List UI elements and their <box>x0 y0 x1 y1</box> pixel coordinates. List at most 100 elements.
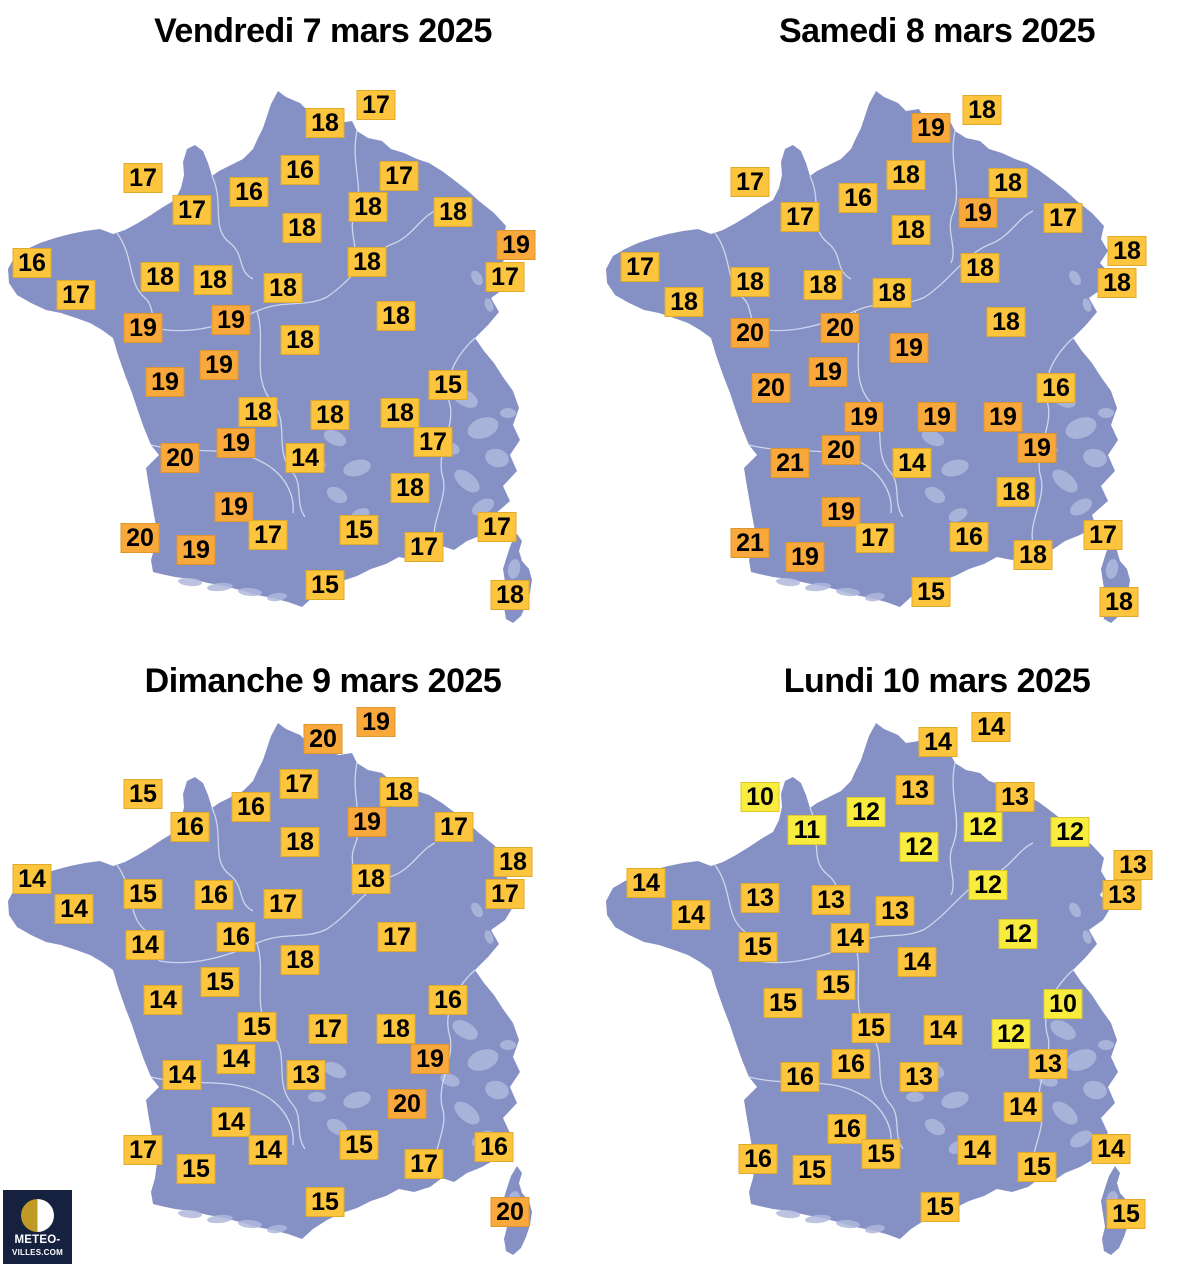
temp-badge: 18 <box>872 278 912 308</box>
temp-badge: 17 <box>485 262 525 292</box>
temp-badge: 16 <box>780 1062 820 1092</box>
temp-badge: 18 <box>380 398 420 428</box>
temp-badge: 19 <box>889 333 929 363</box>
temp-badge: 16 <box>170 812 210 842</box>
temp-badge: 14 <box>897 947 937 977</box>
temp-badge: 14 <box>957 1135 997 1165</box>
temp-badge: 16 <box>12 248 52 278</box>
temp-badge: 13 <box>875 896 915 926</box>
temp-badge: 18 <box>280 945 320 975</box>
temp-badge: 19 <box>211 305 251 335</box>
temp-badge: 19 <box>123 313 163 343</box>
temp-badge: 15 <box>305 570 345 600</box>
logo-text-line1: METEO- <box>14 1234 61 1246</box>
temp-badge: 12 <box>968 870 1008 900</box>
temp-badge: 15 <box>123 779 163 809</box>
temp-badge: 20 <box>821 435 861 465</box>
temp-badge: 15 <box>200 967 240 997</box>
meteo-villes-logo: METEO- VILLES.COM <box>3 1190 72 1264</box>
temp-badge: 18 <box>193 265 233 295</box>
temp-badge: 18 <box>1097 268 1137 298</box>
temp-badge: 20 <box>160 443 200 473</box>
temp-badge: 18 <box>1013 540 1053 570</box>
temp-badge: 16 <box>838 183 878 213</box>
temp-badge: 19 <box>410 1044 450 1074</box>
temp-badge: 13 <box>1028 1049 1068 1079</box>
temp-badge: 12 <box>963 812 1003 842</box>
temp-badge: 17 <box>404 1149 444 1179</box>
temp-badge: 17 <box>56 280 96 310</box>
temp-badge: 18 <box>988 168 1028 198</box>
temp-badge: 14 <box>892 448 932 478</box>
temp-badge: 14 <box>671 900 711 930</box>
temp-badge: 18 <box>730 267 770 297</box>
temp-badge: 20 <box>120 523 160 553</box>
temp-badge: 18 <box>493 847 533 877</box>
temp-badge: 18 <box>351 864 391 894</box>
temp-badge: 12 <box>1050 817 1090 847</box>
temp-badge: 20 <box>751 373 791 403</box>
temp-badge: 20 <box>490 1197 530 1227</box>
temp-badge: 15 <box>176 1154 216 1184</box>
temp-badge: 18 <box>886 160 926 190</box>
temp-badge: 18 <box>348 192 388 222</box>
temp-badge: 14 <box>923 1015 963 1045</box>
temp-badge: 14 <box>285 443 325 473</box>
temp-badge: 17 <box>379 161 419 191</box>
temp-badge: 17 <box>279 769 319 799</box>
temp-badge: 19 <box>496 230 536 260</box>
temp-badge: 15 <box>816 970 856 1000</box>
temp-badge: 18 <box>263 273 303 303</box>
temp-badge: 10 <box>740 782 780 812</box>
temp-badge: 19 <box>844 402 884 432</box>
temp-badge: 19 <box>917 402 957 432</box>
temp-badge: 13 <box>895 775 935 805</box>
panel-vendredi: Vendredi 7 mars 2025 <box>0 0 598 632</box>
temp-badge: 19 <box>214 492 254 522</box>
temp-badge: 18 <box>986 307 1026 337</box>
temp-badge: 17 <box>123 1135 163 1165</box>
temp-badge: 14 <box>216 1044 256 1074</box>
temp-badge: 14 <box>54 894 94 924</box>
temp-badge: 18 <box>238 397 278 427</box>
temp-badge: 16 <box>831 1049 871 1079</box>
temp-badge: 14 <box>626 868 666 898</box>
temp-badge: 15 <box>339 515 379 545</box>
temp-badge: 21 <box>770 448 810 478</box>
temp-badge: 13 <box>1113 850 1153 880</box>
temp-badge: 15 <box>920 1192 960 1222</box>
temp-badge: 19 <box>958 198 998 228</box>
temp-badge: 13 <box>1102 880 1142 910</box>
temp-badge: 16 <box>280 155 320 185</box>
temp-badge: 16 <box>229 177 269 207</box>
temp-badge: 14 <box>143 985 183 1015</box>
temp-badge: 17 <box>780 202 820 232</box>
temp-badge: 18 <box>390 473 430 503</box>
temp-badge: 16 <box>428 985 468 1015</box>
temp-badge: 17 <box>1043 203 1083 233</box>
temp-badge: 19 <box>911 113 951 143</box>
temp-badge: 14 <box>125 930 165 960</box>
temp-badge: 14 <box>1003 1092 1043 1122</box>
temp-badge: 18 <box>140 262 180 292</box>
temp-badge: 13 <box>286 1060 326 1090</box>
temp-badge: 17 <box>172 195 212 225</box>
temp-badge: 14 <box>162 1060 202 1090</box>
temp-badge: 17 <box>413 427 453 457</box>
temp-badge: 16 <box>1036 373 1076 403</box>
temp-badge: 20 <box>387 1089 427 1119</box>
temp-badge: 13 <box>811 885 851 915</box>
temp-badge: 16 <box>738 1144 778 1174</box>
panel-title-lundi: Lundi 10 mars 2025 <box>783 662 1091 700</box>
temp-badge: 17 <box>485 879 525 909</box>
temp-badge: 18 <box>280 325 320 355</box>
temp-badge: 18 <box>996 477 1036 507</box>
temp-badge: 10 <box>1043 989 1083 1019</box>
temp-badge: 15 <box>763 988 803 1018</box>
temp-badge: 18 <box>891 215 931 245</box>
temp-badge: 20 <box>303 724 343 754</box>
temp-badge: 19 <box>145 367 185 397</box>
temp-badge: 19 <box>199 350 239 380</box>
temp-badge: 19 <box>356 707 396 737</box>
